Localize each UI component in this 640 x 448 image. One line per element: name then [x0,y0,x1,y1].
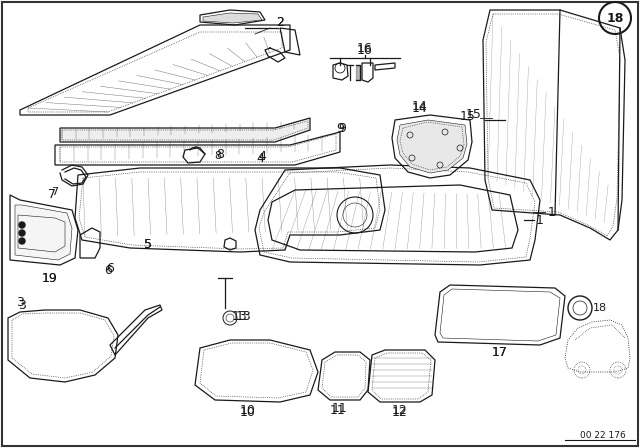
Text: 9: 9 [338,121,346,134]
Circle shape [19,238,25,244]
Text: 5: 5 [144,237,152,250]
Text: 3: 3 [16,296,24,309]
Text: 11: 11 [332,401,348,414]
Text: 8: 8 [216,147,224,160]
Text: 6: 6 [106,262,114,275]
Text: 4: 4 [258,150,266,163]
Text: 10: 10 [240,405,256,418]
Text: 14: 14 [412,99,428,112]
Polygon shape [203,13,262,23]
Text: 7: 7 [51,187,59,197]
Text: 8: 8 [214,151,221,161]
Text: 13: 13 [236,310,252,323]
Text: 1: 1 [548,206,556,219]
Text: 15: 15 [460,109,476,122]
Text: 7: 7 [48,188,56,201]
Text: 4: 4 [256,151,264,164]
Text: 15: 15 [466,108,482,121]
Text: 11: 11 [330,404,346,417]
Polygon shape [15,205,72,260]
Text: 16: 16 [357,43,373,56]
Text: 1: 1 [536,214,544,227]
Polygon shape [60,118,310,142]
Text: 18: 18 [593,303,607,313]
Text: 17: 17 [492,345,508,358]
Circle shape [19,230,25,236]
Text: 10: 10 [240,404,256,417]
Text: 12: 12 [392,405,408,418]
Text: 19: 19 [42,271,58,284]
Text: 18: 18 [606,12,624,25]
Text: 12: 12 [392,404,408,417]
Polygon shape [397,120,467,173]
Text: 14: 14 [412,102,428,115]
Text: 3: 3 [18,298,26,311]
Text: 2: 2 [276,16,284,29]
Text: 2: 2 [276,16,284,29]
Text: 5: 5 [144,237,152,250]
Circle shape [19,222,25,228]
Text: 17: 17 [492,345,508,358]
Text: 19: 19 [42,271,58,284]
Text: 13: 13 [232,310,248,323]
Text: 6: 6 [104,263,112,276]
Text: 16: 16 [357,42,373,55]
Text: 00 22 176: 00 22 176 [580,431,626,439]
Text: 9: 9 [336,121,344,134]
